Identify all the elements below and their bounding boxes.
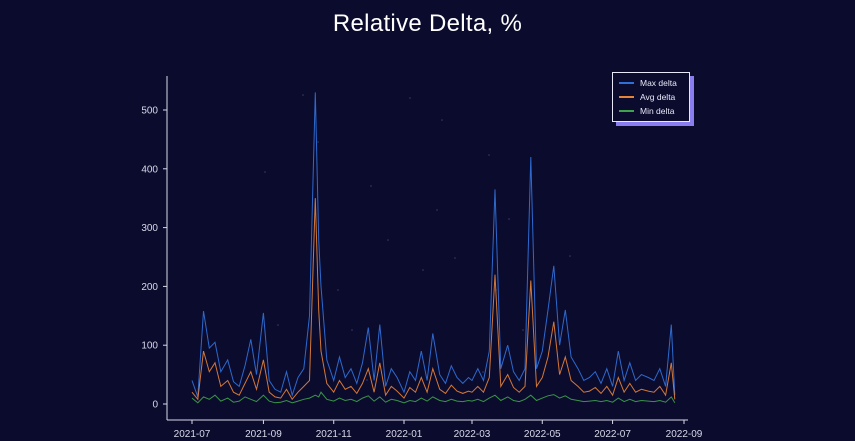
background-stars xyxy=(264,94,571,381)
x-tick-label: 2021-11 xyxy=(316,429,352,440)
background-star xyxy=(366,379,368,381)
legend-label-max: Max delta xyxy=(640,78,677,88)
chart-title: Relative Delta, % xyxy=(332,10,523,37)
legend-item-avg: Avg delta xyxy=(619,90,675,104)
background-star xyxy=(422,269,424,271)
legend-swatch-avg xyxy=(619,96,634,98)
legend-frame: Max delta Avg delta Min delta xyxy=(612,72,690,122)
y-axis-ticks: 0 100 200 300 400 500 xyxy=(141,106,167,411)
legend-item-max: Max delta xyxy=(619,76,677,90)
legend-label-min: Min delta xyxy=(640,106,675,116)
series-line-min-delta xyxy=(191,391,676,404)
background-star xyxy=(436,209,438,211)
background-star xyxy=(302,94,304,96)
background-star xyxy=(409,97,411,99)
background-star xyxy=(317,141,319,143)
background-star xyxy=(488,154,490,156)
background-star xyxy=(508,218,510,220)
background-star xyxy=(454,257,456,259)
x-tick-label: 2021-07 xyxy=(174,429,211,440)
series-lines xyxy=(191,92,676,404)
legend-swatch-min xyxy=(619,110,634,112)
background-star xyxy=(277,324,279,326)
y-tick-label: 100 xyxy=(141,341,158,352)
background-star xyxy=(387,239,389,241)
x-tick-label: 2021-09 xyxy=(245,429,282,440)
background-star xyxy=(482,371,484,373)
y-tick-label: 0 xyxy=(152,400,158,411)
legend-label-avg: Avg delta xyxy=(640,92,676,102)
y-tick-label: 200 xyxy=(141,282,158,293)
background-star xyxy=(569,255,571,257)
y-tick-label: 500 xyxy=(141,106,158,117)
background-star xyxy=(337,289,339,291)
legend-item-min: Min delta xyxy=(619,104,675,118)
background-star xyxy=(370,185,372,187)
y-tick-label: 400 xyxy=(141,164,158,175)
background-star xyxy=(351,329,353,331)
x-axis-ticks: 2021-07 2021-09 2021-11 2022-01 2022-03 2022-… xyxy=(174,420,703,440)
y-tick-label: 300 xyxy=(141,223,158,234)
legend-swatch-max xyxy=(619,82,634,84)
x-tick-label: 2022-05 xyxy=(524,429,561,440)
background-star xyxy=(264,171,266,173)
background-star xyxy=(522,329,524,331)
background-star xyxy=(441,119,443,121)
x-tick-label: 2022-01 xyxy=(386,429,423,440)
legend: Max delta Avg delta Min delta xyxy=(612,72,694,126)
x-tick-label: 2022-03 xyxy=(454,429,491,440)
series-line-avg-delta xyxy=(191,198,676,401)
x-tick-label: 2022-09 xyxy=(666,429,703,440)
x-tick-label: 2022-07 xyxy=(594,429,631,440)
series-line-max-delta xyxy=(191,92,676,398)
